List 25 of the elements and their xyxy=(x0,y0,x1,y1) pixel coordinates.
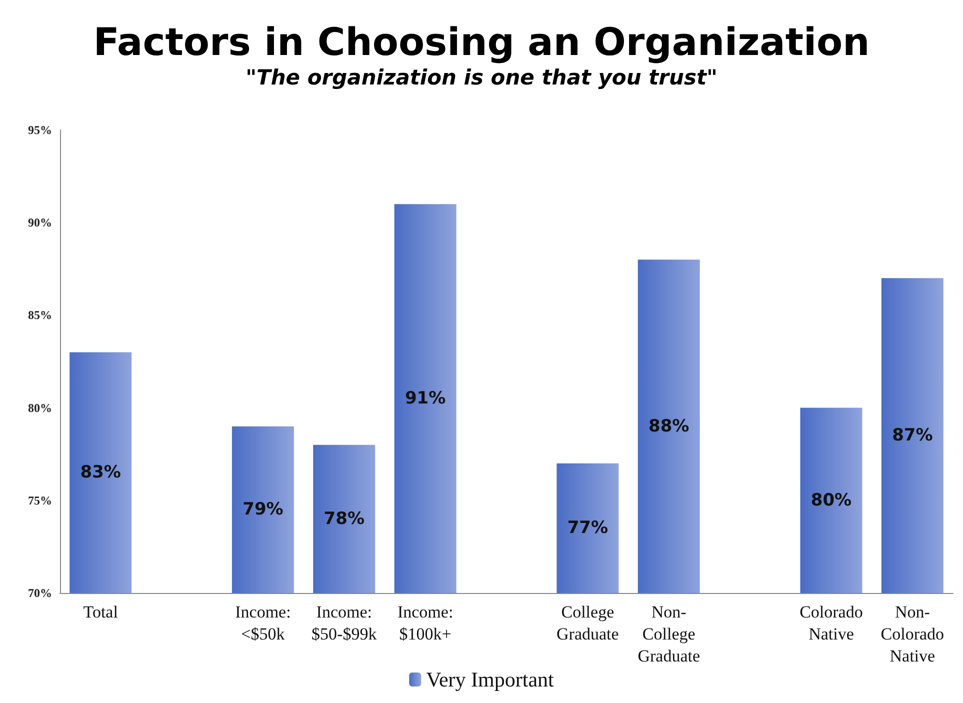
y-tick-label: 70% xyxy=(28,586,52,600)
x-tick-label: Total xyxy=(83,602,118,622)
x-tick-label: Income: $100k+ xyxy=(397,602,454,644)
x-tick-label: Non- Colorado Native xyxy=(880,602,944,666)
x-tick-label: Income: $50-$99k xyxy=(312,602,378,644)
data-label: 79% xyxy=(242,500,284,520)
data-label: 83% xyxy=(80,462,121,483)
legend-label: Very Important xyxy=(426,668,554,692)
data-label: 80% xyxy=(810,490,852,510)
data-label: 77% xyxy=(567,518,608,538)
data-label: 78% xyxy=(324,508,364,529)
x-tick-label: Non- College Graduate xyxy=(638,602,700,666)
data-label: 87% xyxy=(892,426,933,446)
chart-title: Factors in Choosing an Organization xyxy=(93,20,870,64)
data-label: 91% xyxy=(404,388,446,409)
y-tick-label: 90% xyxy=(28,216,52,230)
chart-subtitle: "The organization is one that you trust" xyxy=(246,66,718,90)
data-label: 88% xyxy=(648,416,690,436)
y-tick-label: 95% xyxy=(28,123,52,137)
x-tick-label: Colorado Native xyxy=(800,602,863,644)
y-tick-label: 75% xyxy=(28,493,52,508)
x-tick-label: College Graduate xyxy=(556,602,619,644)
y-tick-label: 80% xyxy=(28,400,52,415)
y-tick-label: 85% xyxy=(28,308,52,322)
x-tick-label: Income: <$50k xyxy=(235,602,291,644)
